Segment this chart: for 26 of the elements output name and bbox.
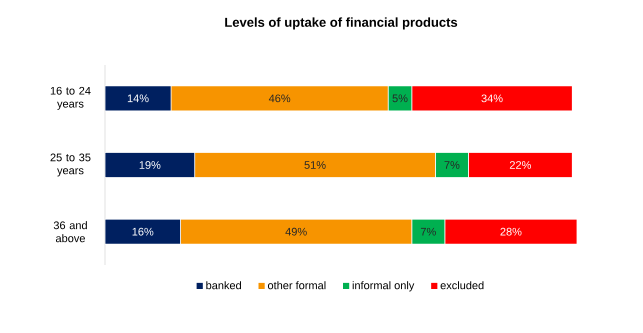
- bar: [444, 218, 578, 245]
- data-label: 5%: [392, 94, 408, 102]
- bar: [105, 85, 172, 112]
- y-tick-label: 16 to 24 years: [50, 86, 91, 110]
- legend-label: informal only: [352, 281, 414, 292]
- data-label: 16%: [132, 228, 154, 236]
- bar: [105, 152, 196, 178]
- bar: [468, 152, 573, 178]
- legend-label: other formal: [268, 281, 326, 290]
- data-label: 7%: [444, 161, 460, 169]
- y-tick-label: 25 to 35 years: [50, 154, 90, 176]
- data-label: 49%: [285, 228, 307, 236]
- data-label: 22%: [510, 161, 531, 169]
- bar: [411, 85, 573, 112]
- y-tick-label: 36 and above: [54, 221, 87, 242]
- data-label: 19%: [140, 161, 160, 169]
- bar: [105, 218, 181, 245]
- chart-title: Levels of uptake of financial products: [225, 17, 458, 30]
- legend-label: excluded: [440, 281, 484, 290]
- data-label: 28%: [500, 228, 522, 236]
- data-label: 14%: [128, 94, 149, 102]
- data-label: 46%: [268, 94, 290, 102]
- data-label: 51%: [304, 161, 326, 169]
- legend-label: banked: [206, 281, 241, 290]
- data-label: 34%: [481, 94, 503, 102]
- data-label: 7%: [420, 228, 436, 236]
